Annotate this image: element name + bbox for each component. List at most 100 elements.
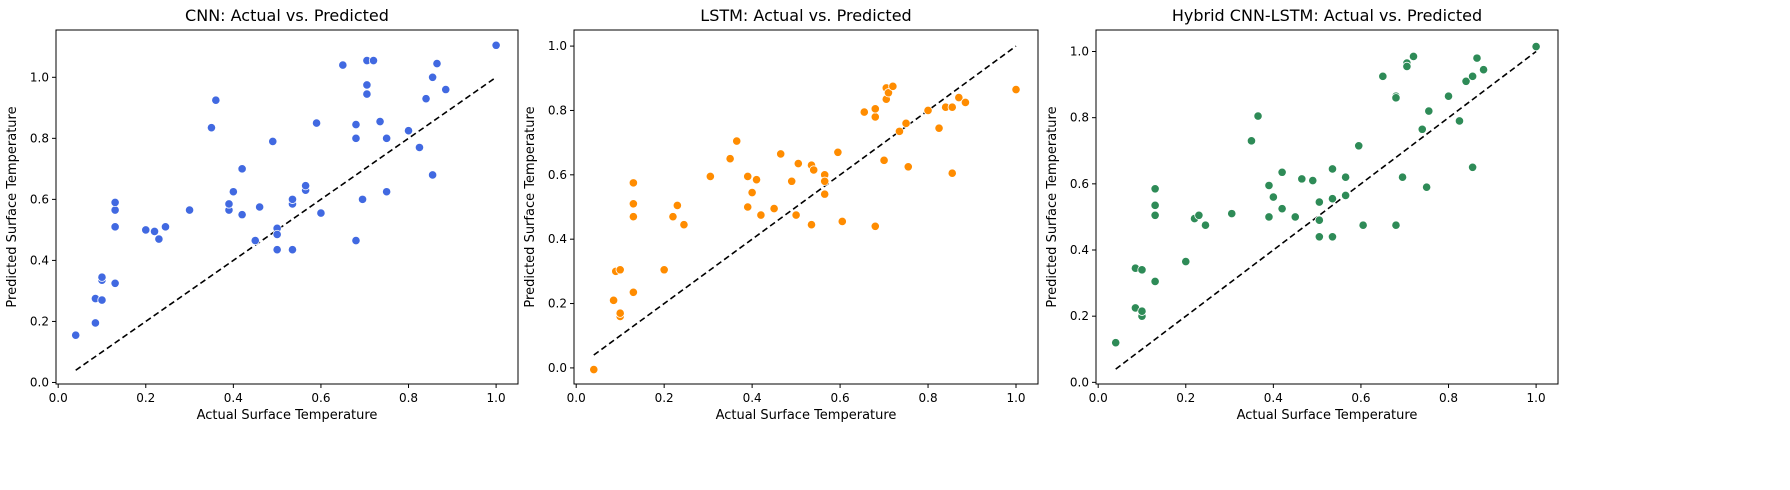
scatter-point	[1150, 210, 1160, 220]
y-tick-label: 0.2	[548, 297, 567, 311]
scatter-point	[659, 265, 669, 275]
scatter-point	[1391, 220, 1401, 230]
panel-title: Hybrid CNN-LSTM: Actual vs. Predicted	[1172, 6, 1482, 25]
scatter-point	[743, 202, 753, 212]
scatter-point	[491, 40, 501, 50]
scatter-point	[375, 116, 385, 127]
reference-line	[593, 45, 1017, 356]
x-tick-label: 0.0	[567, 391, 586, 405]
scatter-point	[901, 118, 911, 128]
x-tick-label: 0.6	[1351, 391, 1370, 405]
x-tick-label: 0.8	[399, 391, 418, 405]
scatter-point	[628, 287, 638, 297]
y-tick-label: 0.4	[30, 253, 49, 267]
scatter-point	[934, 123, 944, 133]
plot-marks: 0.0 0.2 0.4 0.6 0.8 1.0 0.0 0.2 0.4 0.6 0.8 1.0	[548, 29, 1039, 405]
scatter-point	[947, 102, 957, 112]
scatter-point	[1468, 162, 1478, 172]
scatter-point	[1468, 71, 1478, 81]
x-tick-label: 0.2	[1176, 391, 1195, 405]
scatter-point	[776, 149, 786, 159]
reference-line	[1115, 50, 1537, 370]
scatter-point	[894, 126, 905, 136]
y-tick-label: 0.2	[1070, 309, 1089, 323]
scatter-point	[1354, 141, 1364, 151]
scatter-point	[859, 107, 869, 117]
scatter-point	[184, 205, 195, 215]
scatter-point	[110, 278, 120, 288]
scatter-point	[820, 176, 830, 186]
scatter-point	[211, 95, 221, 105]
scatter-point	[1137, 306, 1147, 316]
scatter-point	[1341, 190, 1351, 201]
scatter-point	[1327, 194, 1338, 204]
scatter-point	[628, 178, 638, 188]
scatter-point	[1314, 215, 1324, 225]
scatter-point	[1246, 136, 1257, 146]
scatter-point	[809, 165, 819, 175]
x-tick-label: 0.0	[49, 391, 68, 405]
x-axis-label: Actual Surface Temperature	[716, 408, 897, 423]
scatter-point	[1011, 84, 1021, 95]
y-tick-label: 0.8	[30, 131, 49, 145]
scatter-point	[903, 162, 913, 172]
scatter-point	[1277, 204, 1287, 214]
scatter-point	[1461, 76, 1471, 86]
y-tick-label: 0.4	[1070, 243, 1089, 257]
scatter-point	[747, 187, 757, 198]
scatter-point	[287, 245, 298, 255]
plot-marks: 0.0 0.2 0.4 0.6 0.8 1.0 0.0 0.2 0.4 0.6 0.8 1.0	[30, 29, 519, 405]
scatter-point	[1417, 124, 1427, 134]
scatter-point	[1391, 93, 1401, 103]
plot-frame	[573, 29, 1039, 385]
scatter-point	[1378, 71, 1388, 81]
y-tick-label: 0.8	[1070, 111, 1089, 125]
scatter-point	[628, 212, 638, 222]
scatter-point	[1531, 41, 1541, 52]
scatter-point	[362, 80, 372, 90]
scatter-point	[97, 272, 107, 282]
scatter-point	[793, 158, 803, 169]
y-tick-label: 0.0	[1070, 375, 1089, 389]
scatter-point	[1472, 53, 1482, 63]
scatter-point	[160, 222, 171, 232]
scatter-point	[1422, 182, 1432, 192]
scatter-point	[441, 84, 451, 95]
scatter-point	[316, 208, 326, 218]
scatter-point	[725, 154, 735, 164]
scatter-point	[1137, 265, 1147, 275]
scatter-point	[149, 226, 160, 237]
scatter-point	[1408, 51, 1419, 62]
scatter-point	[351, 133, 361, 143]
scatter-point	[287, 194, 298, 204]
x-tick-label: 1.0	[1006, 391, 1025, 405]
scatter-point	[368, 55, 379, 66]
scatter-point	[1150, 200, 1160, 210]
x-tick-label: 0.8	[919, 391, 938, 405]
scatter-point	[879, 155, 889, 165]
scatter-point	[837, 216, 847, 227]
scatter-point	[628, 199, 638, 209]
scatter-point	[1478, 65, 1489, 75]
y-tick-label: 0.4	[548, 232, 567, 246]
x-tick-label: 1.0	[1527, 391, 1546, 405]
scatter-point	[255, 202, 265, 212]
scatter-point	[705, 171, 715, 182]
scatter-point	[272, 229, 282, 240]
x-tick-label: 0.8	[1439, 391, 1458, 405]
scatter-point	[668, 212, 678, 222]
panel-title: CNN: Actual vs. Predicted	[185, 6, 389, 25]
scatter-point	[228, 187, 238, 197]
scatter-point	[1150, 276, 1160, 287]
y-tick-label: 0.6	[548, 168, 567, 182]
scatter-point	[1290, 212, 1300, 222]
y-tick-label: 0.6	[30, 192, 49, 206]
scatter-point	[1297, 174, 1307, 184]
scatter-point	[743, 171, 753, 182]
x-tick-label: 0.4	[1264, 391, 1283, 405]
scatter-point	[791, 210, 801, 220]
scatter-point	[428, 72, 438, 82]
scatter-point	[589, 364, 599, 375]
scatter-point	[237, 164, 247, 174]
scatter-point	[679, 220, 689, 230]
